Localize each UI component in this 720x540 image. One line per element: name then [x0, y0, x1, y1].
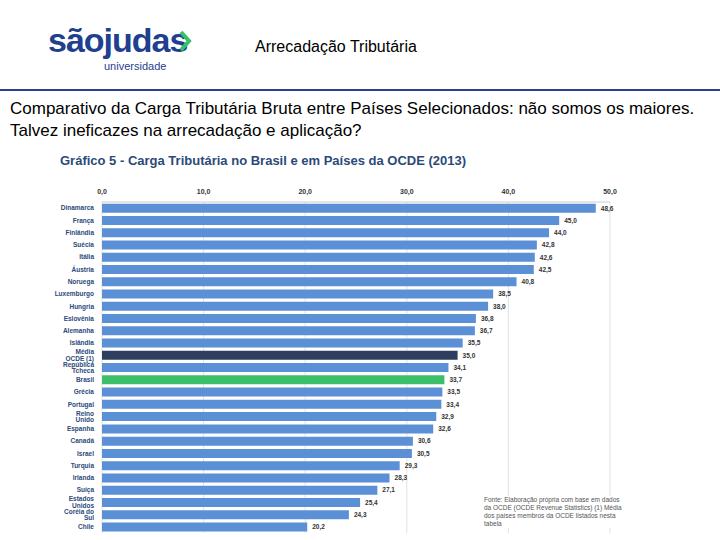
svg-text:27,1: 27,1 — [382, 486, 395, 494]
svg-text:Brasil: Brasil — [76, 376, 94, 383]
html-text:OCDE (1): OCDE (1) — [65, 354, 94, 362]
svg-text:25,4: 25,4 — [365, 499, 378, 507]
svg-text:Itália: Itália — [79, 253, 94, 260]
svg-text:40,0: 40,0 — [502, 188, 516, 196]
html-text:Gráfico 5 - Carga Tributária n: Gráfico 5 - Carga Tributária no Brasil e… — [60, 153, 466, 168]
svg-text:Espanha: Espanha — [67, 425, 94, 433]
svg-text:48,6: 48,6 — [601, 205, 614, 213]
svg-text:ReinoUnido: ReinoUnido — [76, 410, 94, 424]
svg-text:Luxemburgo: Luxemburgo — [55, 290, 94, 298]
svg-text:36,8: 36,8 — [481, 315, 494, 323]
svg-text:30,5: 30,5 — [417, 450, 430, 458]
svg-text:45,0: 45,0 — [564, 217, 577, 225]
html-text:Fonte: Elaboração própria com: Fonte: Elaboração própria com base em da… — [484, 496, 622, 527]
svg-text:30,6: 30,6 — [418, 437, 431, 445]
svg-text:32,9: 32,9 — [441, 413, 454, 421]
svg-text:40,8: 40,8 — [522, 278, 535, 286]
svg-text:29,3: 29,3 — [405, 462, 418, 470]
svg-text:34,1: 34,1 — [453, 364, 466, 372]
html-text:Arrecadação Tributária: Arrecadação Tributária — [255, 38, 417, 55]
svg-text:0,0: 0,0 — [97, 188, 107, 196]
svg-text:33,4: 33,4 — [446, 401, 459, 409]
svg-text:Dinamarca: Dinamarca — [61, 204, 95, 211]
html-text:Estados: Estados — [68, 495, 94, 503]
svg-text:35,0: 35,0 — [463, 352, 476, 360]
svg-text:Turquia: Turquia — [71, 462, 95, 470]
html-text:Comparativo da Carga Tributári: Comparativo da Carga Tributária Bruta en… — [10, 99, 695, 140]
svg-text:24,3: 24,3 — [354, 511, 367, 519]
html-text:universidade: universidade — [104, 60, 167, 72]
svg-text:38,0: 38,0 — [493, 303, 506, 311]
svg-text:42,6: 42,6 — [540, 254, 553, 262]
svg-text:33,7: 33,7 — [449, 376, 462, 384]
svg-text:10,0: 10,0 — [197, 188, 211, 196]
svg-text:20,0: 20,0 — [298, 188, 312, 196]
svg-text:30,0: 30,0 — [400, 188, 414, 196]
html-text:Média: Média — [75, 348, 94, 356]
svg-text:36,7: 36,7 — [480, 327, 493, 335]
svg-text:Suécia: Suécia — [73, 241, 94, 248]
svg-text:Finlândia: Finlândia — [65, 229, 94, 236]
svg-text:Irlanda: Irlanda — [73, 474, 95, 481]
svg-text:33,5: 33,5 — [447, 388, 460, 396]
svg-text:Portugal: Portugal — [68, 401, 95, 409]
svg-text:35,5: 35,5 — [468, 339, 481, 347]
svg-text:Chile: Chile — [78, 523, 94, 530]
svg-text:Hungria: Hungria — [69, 303, 94, 311]
svg-text:50,0: 50,0 — [603, 188, 617, 196]
svg-text:32,6: 32,6 — [438, 425, 451, 433]
svg-text:Áustria: Áustria — [72, 265, 95, 273]
svg-text:Israel: Israel — [77, 450, 94, 457]
html-text:Unidos: Unidos — [72, 501, 94, 509]
svg-text:Eslovênia: Eslovênia — [64, 315, 95, 322]
svg-text:Canadá: Canadá — [71, 437, 95, 444]
svg-text:44,0: 44,0 — [554, 229, 567, 237]
svg-text:França: França — [73, 217, 95, 225]
svg-text:42,5: 42,5 — [539, 266, 552, 274]
svg-text:Grécia: Grécia — [74, 388, 95, 395]
svg-text:Noruega: Noruega — [68, 278, 95, 286]
svg-text:Suíça: Suíça — [77, 486, 95, 494]
svg-text:20,2: 20,2 — [312, 523, 325, 531]
svg-text:28,3: 28,3 — [395, 474, 408, 482]
svg-text:Coréia doSul: Coréia doSul — [64, 508, 94, 521]
svg-text:RepúblicaTcheca: RepúblicaTcheca — [63, 361, 94, 375]
html-text:sãojudas: sãojudas — [48, 21, 188, 59]
svg-text:38,5: 38,5 — [498, 290, 511, 298]
svg-text:42,8: 42,8 — [542, 241, 555, 249]
svg-text:Islândia: Islândia — [70, 339, 95, 346]
svg-text:Alemanha: Alemanha — [63, 327, 94, 334]
